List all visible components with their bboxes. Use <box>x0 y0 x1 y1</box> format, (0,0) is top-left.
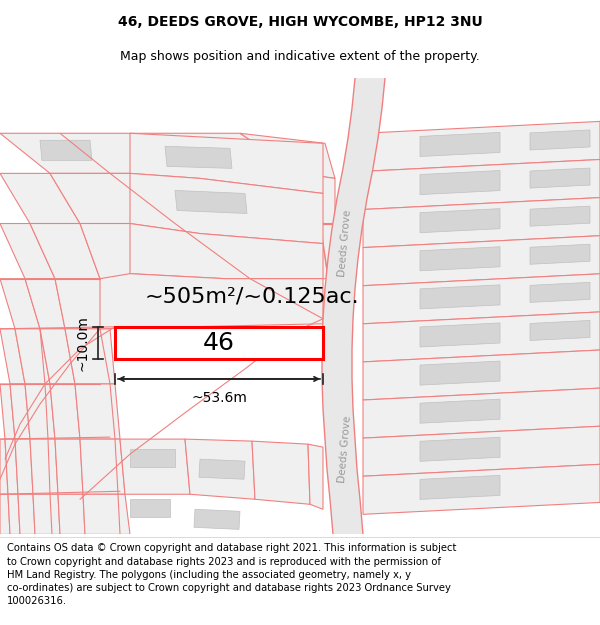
Polygon shape <box>363 121 600 171</box>
Polygon shape <box>420 285 500 309</box>
Polygon shape <box>120 439 190 494</box>
Polygon shape <box>420 171 500 194</box>
Bar <box>115 327 323 359</box>
Polygon shape <box>55 439 83 494</box>
Polygon shape <box>363 198 600 248</box>
Polygon shape <box>363 350 600 400</box>
Polygon shape <box>130 499 170 518</box>
Polygon shape <box>185 439 255 499</box>
Polygon shape <box>130 173 323 244</box>
Polygon shape <box>33 494 60 534</box>
Polygon shape <box>322 78 385 534</box>
Polygon shape <box>180 173 320 224</box>
Polygon shape <box>8 494 20 534</box>
Polygon shape <box>530 206 590 226</box>
Polygon shape <box>530 168 590 188</box>
Polygon shape <box>50 384 80 439</box>
Polygon shape <box>0 133 180 173</box>
Polygon shape <box>363 274 600 324</box>
Polygon shape <box>420 132 500 156</box>
Polygon shape <box>80 439 125 494</box>
Polygon shape <box>363 426 600 476</box>
Text: 46: 46 <box>203 331 235 355</box>
Polygon shape <box>210 224 328 279</box>
Polygon shape <box>65 329 115 384</box>
Polygon shape <box>40 329 75 384</box>
Polygon shape <box>363 464 600 514</box>
Polygon shape <box>15 329 50 384</box>
Text: Contains OS data © Crown copyright and database right 2021. This information is : Contains OS data © Crown copyright and d… <box>7 543 457 606</box>
Polygon shape <box>58 494 85 534</box>
Polygon shape <box>420 361 500 385</box>
Text: 46, DEEDS GROVE, HIGH WYCOMBE, HP12 3NU: 46, DEEDS GROVE, HIGH WYCOMBE, HP12 3NU <box>118 15 482 29</box>
Polygon shape <box>130 449 175 468</box>
Polygon shape <box>320 224 335 279</box>
Polygon shape <box>0 384 15 439</box>
Polygon shape <box>0 329 25 384</box>
Text: Deeds Grove: Deeds Grove <box>337 209 353 278</box>
Polygon shape <box>240 133 335 178</box>
Polygon shape <box>40 140 92 161</box>
Polygon shape <box>30 224 100 279</box>
Text: ~10.0m: ~10.0m <box>76 315 90 371</box>
Polygon shape <box>0 494 10 534</box>
Polygon shape <box>363 159 600 209</box>
Polygon shape <box>55 279 110 329</box>
Polygon shape <box>50 173 210 224</box>
Polygon shape <box>83 494 130 534</box>
Polygon shape <box>30 439 58 494</box>
Text: ~53.6m: ~53.6m <box>191 391 247 405</box>
Polygon shape <box>80 224 225 279</box>
Polygon shape <box>10 384 30 439</box>
Polygon shape <box>130 133 300 173</box>
Polygon shape <box>530 130 590 150</box>
Text: Deeds Grove: Deeds Grove <box>337 415 353 483</box>
Polygon shape <box>175 191 247 214</box>
Polygon shape <box>420 323 500 347</box>
Polygon shape <box>199 459 245 479</box>
Text: Map shows position and indicative extent of the property.: Map shows position and indicative extent… <box>120 50 480 62</box>
Polygon shape <box>194 509 240 529</box>
Polygon shape <box>0 173 80 224</box>
Polygon shape <box>15 439 33 494</box>
Polygon shape <box>363 388 600 438</box>
Polygon shape <box>420 247 500 271</box>
Polygon shape <box>18 494 35 534</box>
Polygon shape <box>530 282 590 302</box>
Polygon shape <box>100 274 323 329</box>
Polygon shape <box>420 399 500 423</box>
Polygon shape <box>0 279 40 329</box>
Polygon shape <box>420 209 500 232</box>
Polygon shape <box>420 438 500 461</box>
Polygon shape <box>363 312 600 362</box>
Polygon shape <box>530 244 590 264</box>
Polygon shape <box>363 236 600 286</box>
Polygon shape <box>75 384 120 439</box>
Polygon shape <box>420 476 500 499</box>
Polygon shape <box>25 384 55 439</box>
Polygon shape <box>130 224 323 279</box>
Polygon shape <box>25 279 65 329</box>
Polygon shape <box>130 133 323 194</box>
Polygon shape <box>165 146 232 168</box>
Polygon shape <box>300 173 335 224</box>
Polygon shape <box>5 439 18 494</box>
Polygon shape <box>252 441 310 504</box>
Polygon shape <box>308 444 323 509</box>
Text: ~505m²/~0.125ac.: ~505m²/~0.125ac. <box>145 287 359 307</box>
Polygon shape <box>0 439 8 494</box>
Polygon shape <box>530 321 590 341</box>
Polygon shape <box>0 224 55 279</box>
